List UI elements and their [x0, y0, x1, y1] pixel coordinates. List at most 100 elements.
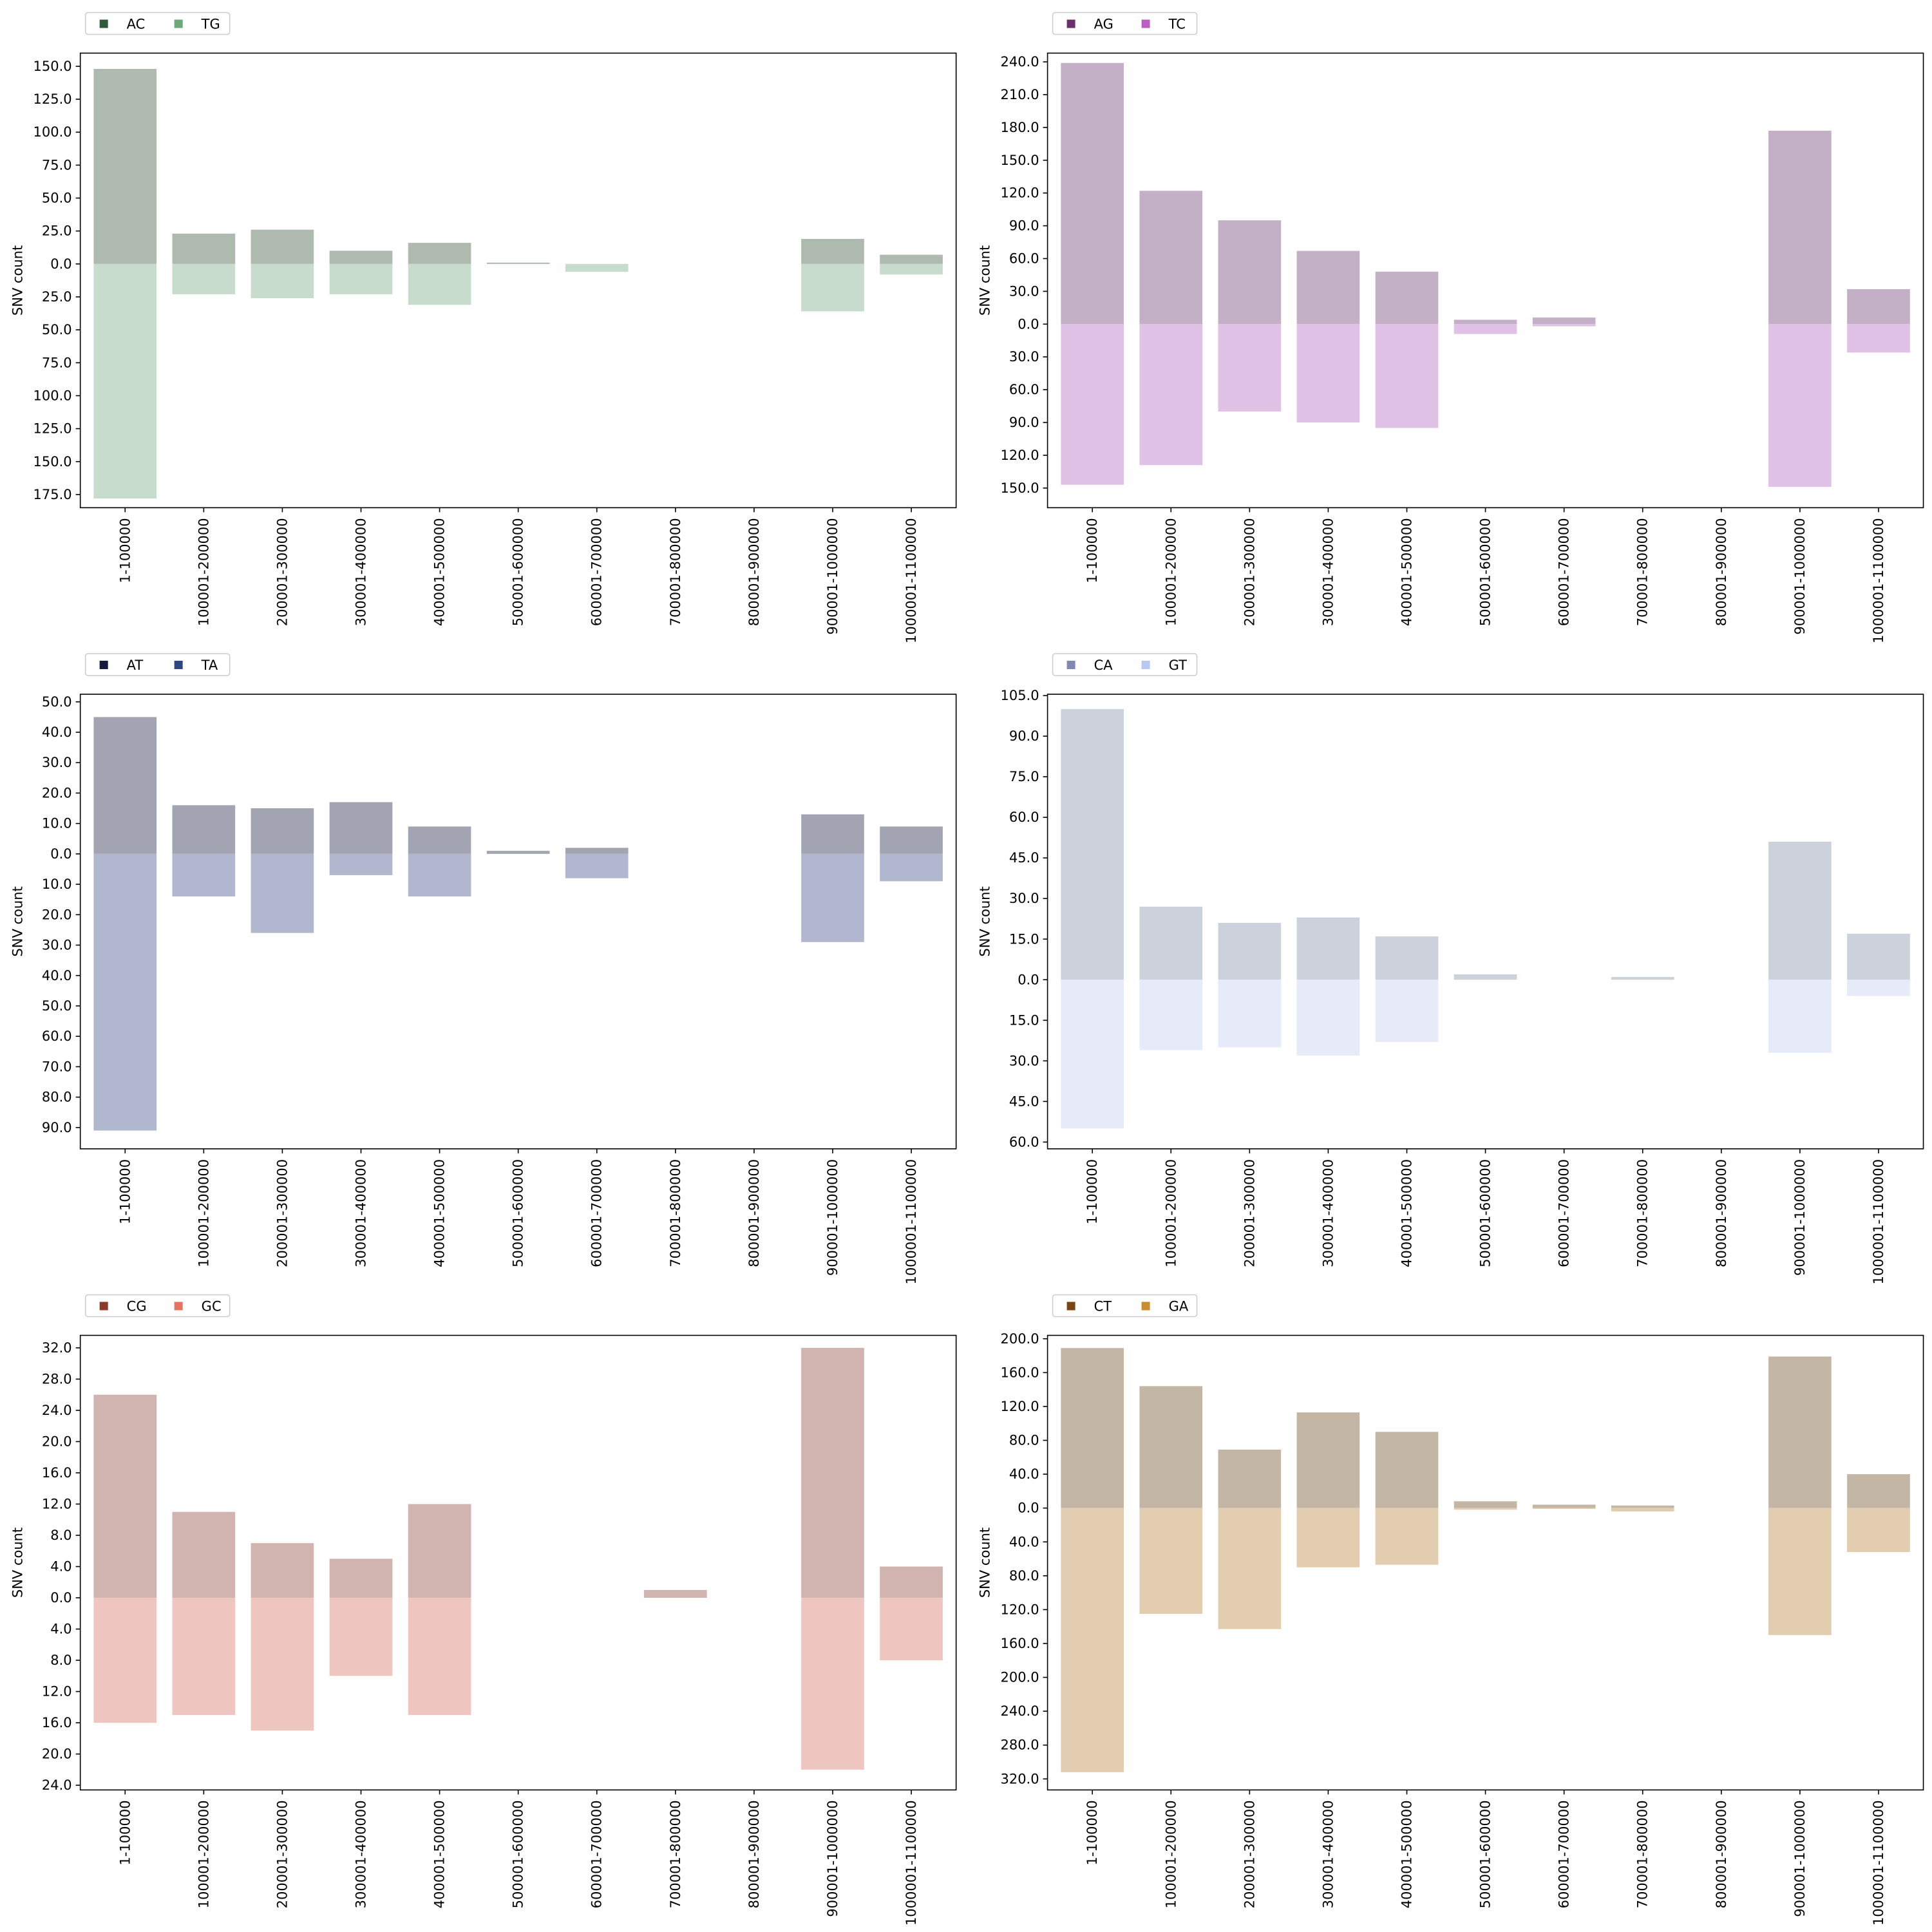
plot-frame — [1046, 1334, 1924, 1791]
chart-panel-2: 240.0 210.0 180.0 150.0 120.0 90.0 60.0 30.0 0.0… — [978, 12, 1924, 643]
y-tick-label: 60.0 — [1009, 382, 1039, 397]
y-tick-label: 40.0 — [42, 724, 72, 740]
bar-GC-1-100000 — [93, 1598, 157, 1723]
legend-box — [1052, 12, 1198, 35]
legend-swatch-GT — [1141, 661, 1150, 670]
y-tick-label: 30.0 — [1009, 283, 1039, 299]
x-tick-label: 800001-900000 — [746, 1159, 762, 1267]
y-tick-label: 4.0 — [50, 1622, 71, 1637]
bar-CT-600001-700000 — [1532, 1504, 1596, 1508]
bar-AG-200001-300000 — [1218, 220, 1282, 325]
bar-AC-500001-600000 — [486, 262, 550, 264]
bar-CG-1000001-1100000 — [880, 1566, 943, 1598]
x-tick-label: 400001-500000 — [1399, 1159, 1415, 1267]
legend-label-GT: GT — [1169, 658, 1188, 673]
y-tick-label: 0.0 — [50, 1590, 71, 1605]
x-tick-label: 1-100000 — [1084, 1159, 1100, 1224]
bar-AG-500001-600000 — [1454, 319, 1517, 325]
x-tick-label: 100001-200000 — [196, 1800, 211, 1908]
x-tick-label: 800001-900000 — [746, 1800, 762, 1908]
legend-label-AC: AC — [127, 16, 146, 32]
x-tick-label: 200001-300000 — [1242, 1800, 1257, 1908]
bar-GT-900001-1000000 — [1768, 980, 1832, 1053]
y-tick-label: 60.0 — [1009, 251, 1039, 266]
y-tick-label: 16.0 — [42, 1465, 72, 1481]
bar-CT-900001-1000000 — [1768, 1356, 1832, 1508]
bar-GC-1000001-1100000 — [880, 1598, 943, 1661]
legend-swatch-AT — [99, 661, 108, 670]
bar-TC-100001-200000 — [1139, 324, 1203, 466]
y-tick-label: 20.0 — [42, 1434, 72, 1449]
legend: CT GA — [1052, 1294, 1198, 1318]
y-tick-label: 160.0 — [1000, 1365, 1039, 1380]
legend-box — [1052, 653, 1198, 676]
y-tick-label: 160.0 — [1000, 1636, 1039, 1651]
x-tick-label: 500001-600000 — [1478, 518, 1493, 626]
bar-AG-400001-500000 — [1375, 271, 1439, 325]
y-tick-label: 120.0 — [1000, 185, 1039, 201]
y-tick-label: 240.0 — [1000, 1703, 1039, 1719]
bar-GA-600001-700000 — [1532, 1508, 1596, 1510]
bar-TC-500001-600000 — [1454, 324, 1517, 334]
bar-TG-200001-300000 — [251, 263, 314, 299]
bar-GA-400001-500000 — [1375, 1508, 1439, 1565]
legend-label-AG: AG — [1094, 16, 1113, 32]
x-tick-label: 600001-700000 — [1557, 1800, 1572, 1908]
x-tick-label: 900001-1000000 — [1792, 1800, 1808, 1917]
bar-CT-500001-600000 — [1454, 1501, 1517, 1508]
x-tick-label: 500001-600000 — [1478, 1159, 1493, 1267]
bar-CG-900001-1000000 — [801, 1347, 864, 1598]
x-tick-label: 100001-200000 — [196, 518, 211, 626]
bar-TA-1000001-1100000 — [880, 853, 943, 882]
bar-GA-100001-200000 — [1139, 1508, 1203, 1614]
legend-swatch-CT — [1066, 1302, 1075, 1311]
y-tick-label: 125.0 — [33, 91, 72, 107]
legend-box — [84, 1294, 231, 1318]
y-tick-label: 0.0 — [1018, 316, 1039, 332]
bar-GT-400001-500000 — [1375, 980, 1439, 1042]
bar-TG-1000001-1100000 — [880, 263, 943, 275]
legend-swatch-GC — [174, 1302, 183, 1311]
bar-CG-200001-300000 — [251, 1543, 314, 1598]
bar-TA-600001-700000 — [565, 853, 629, 878]
y-tick-label: 50.0 — [42, 694, 72, 710]
bar-CA-700001-800000 — [1611, 977, 1674, 980]
y-tick-label: 30.0 — [42, 938, 72, 953]
y-tick-label: 80.0 — [1009, 1568, 1039, 1584]
bar-TC-1000001-1100000 — [1847, 324, 1910, 353]
x-tick-label: 600001-700000 — [589, 1159, 605, 1267]
bar-GC-400001-500000 — [408, 1598, 471, 1715]
x-tick-label: 300001-400000 — [1320, 518, 1336, 626]
chart-panel-6: 200.0 160.0 120.0 80.0 40.0 0.0 40.0 80.0 120.0 1… — [978, 1294, 1924, 1926]
x-tick-label: 1-100000 — [1084, 1800, 1100, 1865]
x-tick-label: 500001-600000 — [511, 1800, 526, 1908]
bar-TC-900001-1000000 — [1768, 324, 1832, 488]
legend-swatch-TC — [1141, 19, 1150, 28]
x-tick-label: 300001-400000 — [1320, 1159, 1336, 1267]
x-tick-label: 1000001-1100000 — [904, 1800, 919, 1926]
x-tick-label: 400001-500000 — [1399, 518, 1415, 626]
x-tick-label: 1000001-1100000 — [904, 1159, 919, 1285]
y-tick-label: 30.0 — [42, 755, 72, 770]
x-tick-label: 1-100000 — [117, 1800, 133, 1865]
y-tick-label: 4.0 — [50, 1559, 71, 1575]
bar-GT-300001-400000 — [1296, 980, 1360, 1056]
bar-CT-700001-800000 — [1611, 1505, 1674, 1508]
y-tick-label: 15.0 — [1009, 931, 1039, 947]
y-tick-label: 80.0 — [1009, 1433, 1039, 1448]
x-tick-label: 900001-1000000 — [825, 1159, 840, 1276]
x-tick-label: 200001-300000 — [274, 1800, 290, 1908]
x-tick-label: 800001-900000 — [1714, 518, 1729, 626]
bar-AG-1000001-1100000 — [1847, 289, 1910, 325]
y-tick-label: 75.0 — [1009, 769, 1039, 784]
y-tick-label: 120.0 — [1000, 448, 1039, 463]
y-tick-label: 75.0 — [42, 355, 72, 370]
bar-AG-300001-400000 — [1296, 251, 1360, 325]
bar-AT-400001-500000 — [408, 826, 471, 854]
bar-TC-400001-500000 — [1375, 324, 1439, 428]
x-tick-label: 1000001-1100000 — [904, 518, 919, 643]
y-tick-label: 40.0 — [1009, 1466, 1039, 1482]
y-tick-label: 320.0 — [1000, 1771, 1039, 1786]
bar-CG-1-100000 — [93, 1394, 157, 1598]
legend-swatch-GA — [1141, 1302, 1150, 1311]
